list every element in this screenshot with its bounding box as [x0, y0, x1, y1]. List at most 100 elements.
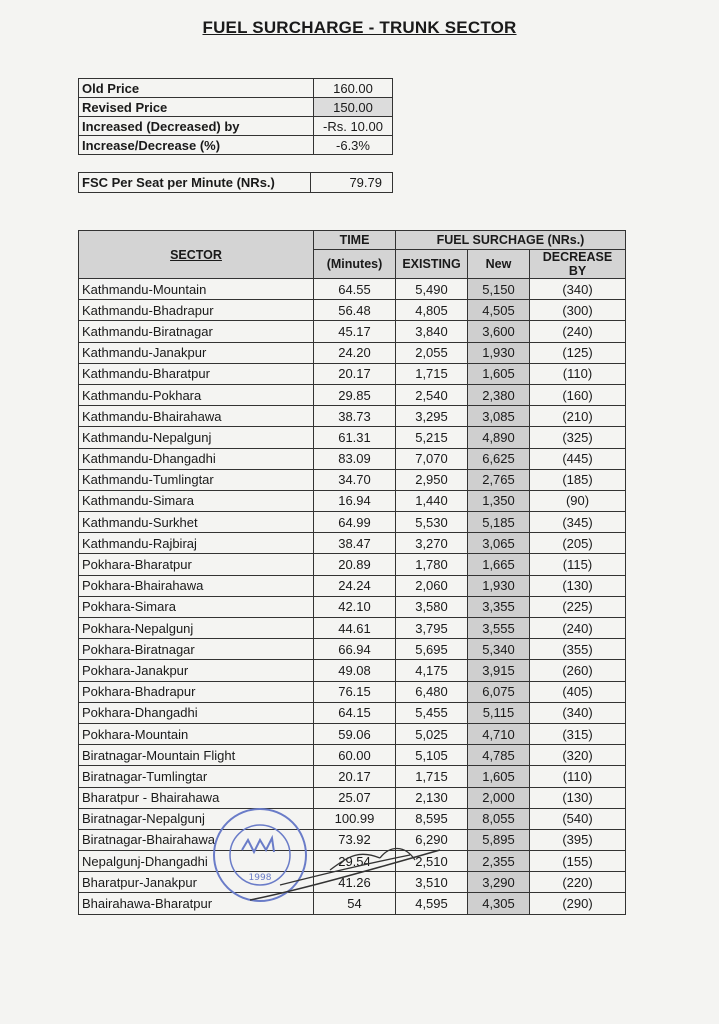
decrease-cell: (130) [529, 574, 626, 597]
existing-cell: 5,530 [395, 511, 468, 534]
price-value: -6.3% [313, 135, 393, 155]
new-cell: 8,055 [467, 807, 530, 830]
header-new: New [467, 249, 530, 279]
decrease-cell: (355) [529, 638, 626, 661]
new-cell: 2,380 [467, 383, 530, 407]
sector-cell: Biratnagar-Mountain Flight [78, 744, 314, 767]
new-cell: 4,305 [467, 892, 530, 915]
new-cell: 3,355 [467, 595, 530, 619]
new-cell: 6,625 [467, 447, 530, 470]
table-row: Kathmandu-Bhairahawa 38.73 3,295 3,085 (210) [78, 405, 626, 428]
existing-cell: 3,840 [395, 320, 468, 343]
header-existing: EXISTING [395, 249, 468, 279]
new-cell: 5,185 [467, 511, 530, 534]
new-cell: 2,000 [467, 786, 530, 809]
sector-cell: Pokhara-Simara [78, 595, 314, 619]
decrease-cell: (130) [529, 786, 626, 809]
decrease-cell: (185) [529, 468, 626, 491]
decrease-cell: (90) [529, 489, 626, 513]
decrease-cell: (260) [529, 659, 626, 682]
time-cell: 38.73 [313, 405, 396, 428]
existing-cell: 3,580 [395, 595, 468, 619]
table-row: Kathmandu-Simara 16.94 1,440 1,350 (90) [78, 489, 626, 513]
existing-cell: 5,025 [395, 722, 468, 746]
sector-cell: Kathmandu-Bharatpur [78, 362, 314, 385]
new-cell: 3,065 [467, 532, 530, 555]
header-fuel-surcharge: FUEL SURCHAGE (NRs.) [395, 230, 626, 250]
new-cell: 1,930 [467, 341, 530, 364]
decrease-cell: (240) [529, 616, 626, 640]
decrease-cell: (110) [529, 765, 626, 788]
header-time-unit: (Minutes) [313, 249, 396, 279]
new-cell: 2,355 [467, 850, 530, 873]
header-sector: SECTOR [78, 230, 314, 279]
existing-cell: 2,540 [395, 383, 468, 407]
new-cell: 5,895 [467, 828, 530, 852]
decrease-cell: (340) [529, 701, 626, 724]
decrease-cell: (300) [529, 299, 626, 322]
new-cell: 5,340 [467, 638, 530, 661]
table-row: Pokhara-Simara 42.10 3,580 3,355 (225) [78, 595, 626, 619]
price-row: Revised Price 150.00 [78, 97, 393, 117]
table-row: Pokhara-Bhadrapur 76.15 6,480 6,075 (405) [78, 680, 626, 703]
existing-cell: 2,060 [395, 574, 468, 597]
price-label: Old Price [78, 78, 314, 98]
decrease-cell: (155) [529, 850, 626, 873]
table-row: Bharatpur-Janakpur 41.26 3,510 3,290 (220) [78, 871, 626, 894]
sector-cell: Kathmandu-Tumlingtar [78, 468, 314, 491]
sector-cell: Kathmandu-Nepalgunj [78, 426, 314, 449]
decrease-cell: (115) [529, 553, 626, 576]
new-cell: 5,115 [467, 701, 530, 724]
sector-cell: Pokhara-Bhadrapur [78, 680, 314, 703]
fsc-value: 79.79 [310, 172, 393, 193]
decrease-cell: (405) [529, 680, 626, 703]
sector-cell: Kathmandu-Biratnagar [78, 320, 314, 343]
sector-cell: Pokhara-Biratnagar [78, 638, 314, 661]
surcharge-table: SECTOR TIME FUEL SURCHAGE (NRs.) (Minute… [78, 230, 626, 915]
time-cell: 66.94 [313, 638, 396, 661]
existing-cell: 4,805 [395, 299, 468, 322]
new-cell: 2,765 [467, 468, 530, 491]
time-cell: 83.09 [313, 447, 396, 470]
new-cell: 3,085 [467, 405, 530, 428]
decrease-cell: (345) [529, 511, 626, 534]
table-row: Biratnagar-Mountain Flight 60.00 5,105 4,78… [78, 744, 626, 767]
time-cell: 24.20 [313, 341, 396, 364]
table-row: Biratnagar-Tumlingtar 20.17 1,715 1,605 (110… [78, 765, 626, 788]
existing-cell: 5,490 [395, 277, 468, 301]
sector-cell: Kathmandu-Surkhet [78, 511, 314, 534]
sector-cell: Kathmandu-Bhadrapur [78, 299, 314, 322]
decrease-cell: (205) [529, 532, 626, 555]
sector-cell: Bhairahawa-Bharatpur [78, 892, 314, 915]
price-label: Increased (Decreased) by [78, 116, 314, 136]
time-cell: 45.17 [313, 320, 396, 343]
table-row: Pokhara-Mountain 59.06 5,025 4,710 (315) [78, 722, 626, 746]
existing-cell: 1,780 [395, 553, 468, 576]
new-cell: 1,350 [467, 489, 530, 513]
table-row: Kathmandu-Biratnagar 45.17 3,840 3,600 (240) [78, 320, 626, 343]
price-value: -Rs. 10.00 [313, 116, 393, 136]
sector-cell: Pokhara-Bharatpur [78, 553, 314, 576]
time-cell: 100.99 [313, 807, 396, 830]
price-table: Old Price 160.00 Revised Price 150.00 Incr… [78, 78, 393, 155]
table-row: Kathmandu-Janakpur 24.20 2,055 1,930 (125) [78, 341, 626, 364]
time-cell: 42.10 [313, 595, 396, 619]
time-cell: 56.48 [313, 299, 396, 322]
existing-cell: 4,175 [395, 659, 468, 682]
time-cell: 54 [313, 892, 396, 915]
existing-cell: 6,480 [395, 680, 468, 703]
decrease-cell: (325) [529, 426, 626, 449]
price-row: Increased (Decreased) by -Rs. 10.00 [78, 116, 393, 136]
time-cell: 25.07 [313, 786, 396, 809]
decrease-cell: (110) [529, 362, 626, 385]
sector-cell: Pokhara-Mountain [78, 722, 314, 746]
new-cell: 4,505 [467, 299, 530, 322]
sector-cell: Kathmandu-Janakpur [78, 341, 314, 364]
time-cell: 64.15 [313, 701, 396, 724]
decrease-cell: (445) [529, 447, 626, 470]
fsc-table: FSC Per Seat per Minute (NRs.) 79.79 [78, 172, 393, 193]
sector-cell: Pokhara-Nepalgunj [78, 616, 314, 640]
table-row: Kathmandu-Pokhara 29.85 2,540 2,380 (160) [78, 383, 626, 407]
table-body: Kathmandu-Mountain 64.55 5,490 5,150 (340) Ka… [78, 277, 626, 915]
existing-cell: 5,695 [395, 638, 468, 661]
